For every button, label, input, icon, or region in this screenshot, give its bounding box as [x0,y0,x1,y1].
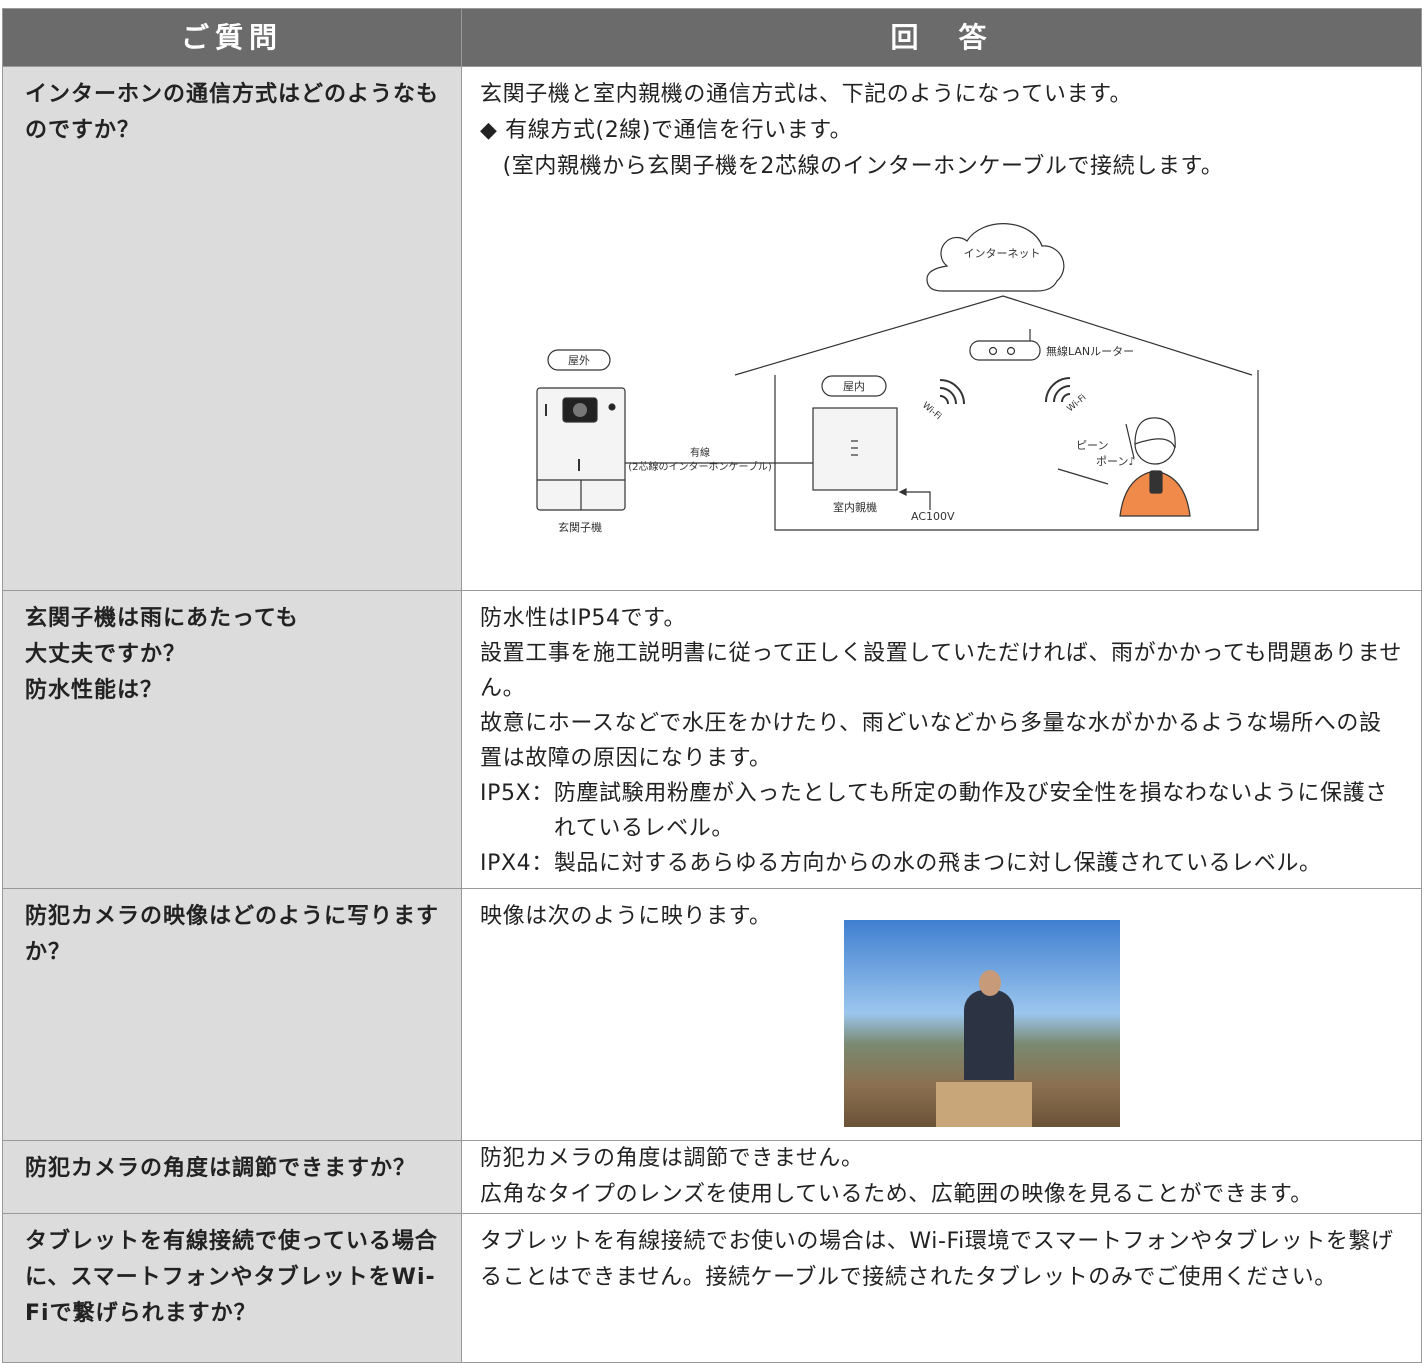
question: インターホンの通信方式はどのようなものですか？ [2,66,462,591]
answer-line: 映像は次のように映ります。 [480,904,772,929]
label: Wi-Fi [1066,393,1089,414]
answer-line: 玄関子機と室内親機の通信方式は、下記のようになっています。 [480,82,1133,107]
definition: IPX4： 製品に対するあらゆる方向からの水の飛まつに対し保護されているレベル。 [480,846,1403,881]
box [936,1082,1032,1127]
label: (2芯線のインターホンケーブル) [628,460,772,473]
answer: 防犯カメラの角度は調節できません。 広角なタイプのレンズを使用しているため、広範… [461,1140,1422,1214]
label: 室内親機 [833,500,877,514]
answer: 玄関子機と室内親機の通信方式は、下記のようになっています。 ◆ 有線方式(2線)… [461,66,1422,591]
label: 屋外 [568,354,590,367]
head [979,970,1001,996]
answer-line: ◆ 有線方式(2線)で通信を行います。 [480,118,853,143]
answer-line: 設置工事を施工説明書に従って正しく設置していただければ、雨がかかっても問題ありま… [480,641,1402,701]
camera-photo [844,920,1120,1127]
label: Wi-Fi [920,401,943,422]
answer-line: 防水性はIP54です。 [480,606,687,631]
label: ポーン♪ [1096,455,1135,468]
definition-text: 防塵試験用粉塵が入ったとしても所定の動作及び安全性を損なわないように保護されてい… [553,781,1388,841]
header-answer: 回 答 [461,8,1422,67]
question-line: 玄関子機は雨にあたっても [25,606,299,631]
question-line: 大丈夫ですか？ [25,642,187,667]
answer-line: 防犯カメラの角度は調節できません。 [480,1146,864,1171]
label: インターネット [964,247,1041,260]
label: 無線LANルーター [1046,344,1134,358]
question-line: 防水性能は？ [25,678,164,703]
answer-line: 広角なタイプのレンズを使用しているため、広範囲の映像を見ることができます。 [480,1182,1313,1207]
label: 屋内 [843,379,865,393]
answer: タブレットを有線接続でお使いの場合は、Wi-Fi環境でスマートフォンやタブレット… [461,1213,1422,1363]
person [964,990,1014,1080]
answer-line: タブレットを有線接続でお使いの場合は、Wi-Fi環境でスマートフォンやタブレット… [480,1229,1394,1290]
header-question: ご質問 [2,8,462,67]
question: 防犯カメラの映像はどのように写りますか？ [2,888,462,1141]
term: IPX4： [480,851,554,876]
definition-text: 製品に対するあらゆる方向からの水の飛まつに対し保護されているレベル。 [553,851,1322,876]
question: 防犯カメラの角度は調節できますか？ [2,1140,462,1214]
label: ピーン [1076,439,1108,452]
label: AC100V [911,510,955,523]
connection-diagram: インターネット 無線LANルーター 屋外 屋内 玄関子機 有線 (2芯線のインタ… [536,223,1259,534]
answer-line: (室内親機から玄関子機を2芯線のインターホンケーブルで接続します。 [480,154,1224,179]
answer: 防水性はIP54です。 設置工事を施工説明書に従って正しく設置していただければ、… [461,590,1422,889]
label: 有線 [690,446,710,459]
term: IP5X： [480,781,554,806]
question: タブレットを有線接続で使っている場合に、スマートフォンやタブレットをWi-Fiで… [2,1213,462,1363]
definition: IP5X： 防塵試験用粉塵が入ったとしても所定の動作及び安全性を損なわないように保… [480,776,1403,846]
label: 玄関子機 [558,520,602,534]
question: 玄関子機は雨にあたっても 大丈夫ですか？ 防水性能は？ [2,590,462,889]
answer-line: 故意にホースなどで水圧をかけたり、雨どいなどから多量な水がかかるような場所への設… [480,711,1382,771]
